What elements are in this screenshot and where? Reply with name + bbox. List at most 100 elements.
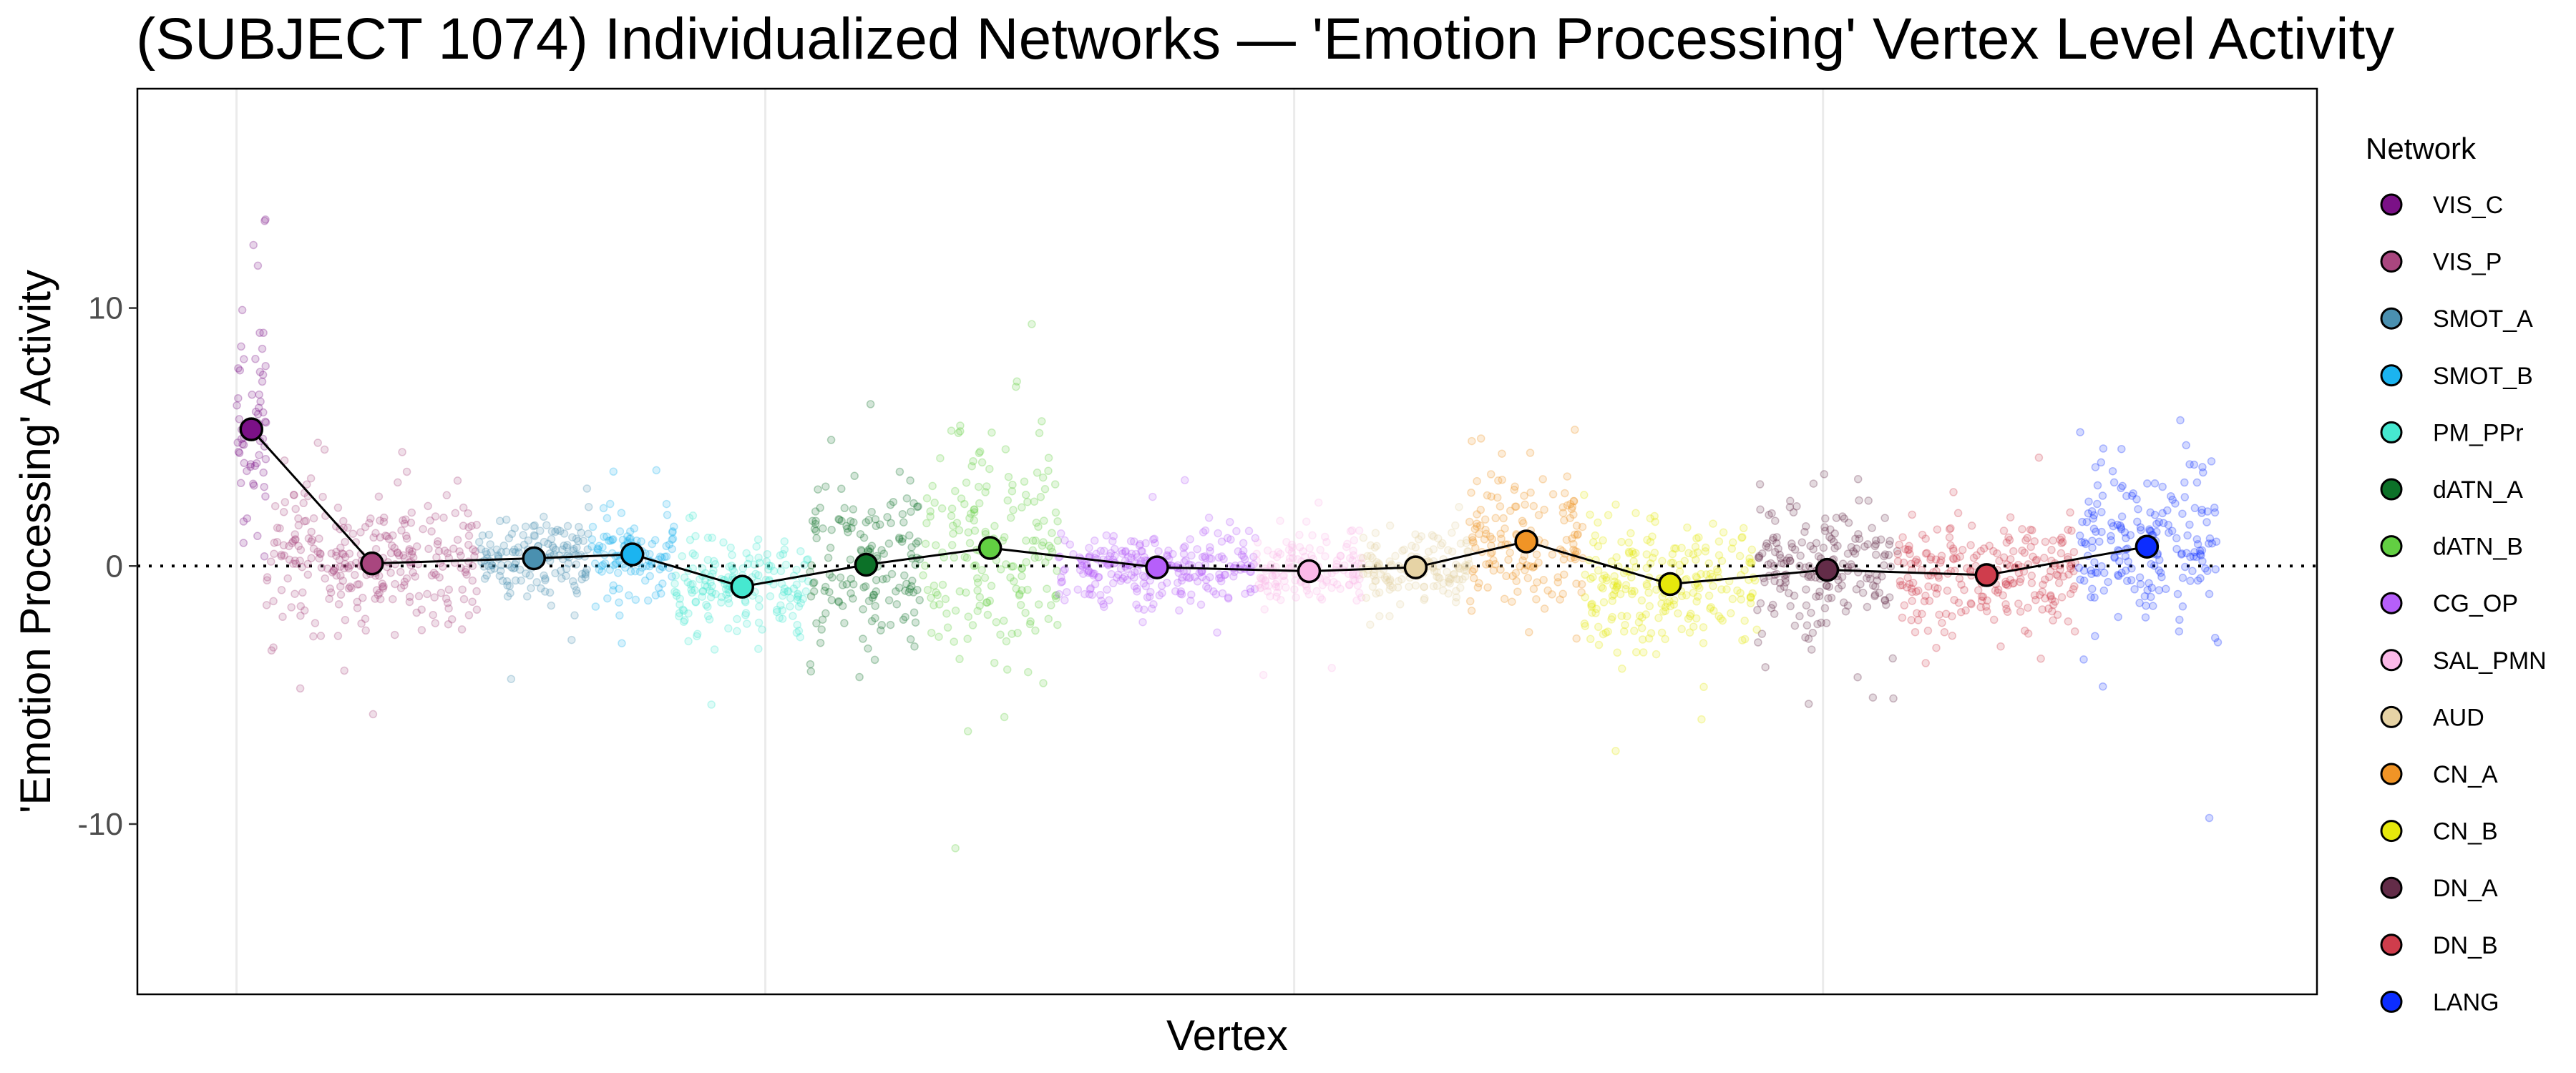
scatter-point	[1948, 612, 1956, 621]
gridlines	[235, 89, 1825, 994]
scatter-point	[504, 534, 514, 543]
scatter-point	[662, 542, 670, 551]
scatter-point	[973, 578, 982, 587]
legend-item-dATN_A: dATN_A	[2380, 476, 2523, 504]
mean-point-DN_A	[1815, 557, 1840, 582]
scatter-point	[1756, 505, 1765, 514]
scatter-point	[1896, 577, 1905, 586]
scatter-point	[859, 635, 867, 643]
scatter-point	[1607, 557, 1616, 566]
scatter-point	[1853, 475, 1863, 484]
scatter-point	[407, 550, 416, 559]
scatter-point	[1693, 548, 1702, 557]
scatter-point	[1382, 572, 1392, 581]
scatter-point	[1687, 609, 1695, 618]
scatter-point	[871, 602, 879, 610]
scatter-point	[1134, 604, 1143, 613]
scatter-point	[587, 542, 596, 551]
scatter-point	[341, 616, 350, 624]
scatter-point	[1796, 552, 1805, 560]
scatter-point	[1123, 575, 1132, 584]
scatter-point	[2186, 577, 2195, 585]
scatter-point	[1755, 480, 1765, 489]
scatter-point	[1103, 585, 1111, 594]
legend-item-DN_B: DN_B	[2380, 932, 2498, 959]
scatter-point	[1268, 572, 1277, 580]
scatter-point	[1322, 538, 1331, 547]
scatter-point	[618, 639, 626, 647]
scatter-point	[2067, 564, 2075, 573]
scatter-point	[847, 574, 856, 583]
scatter-point	[597, 562, 606, 571]
scatter-point	[982, 482, 991, 491]
scatter-point	[915, 596, 924, 604]
scatter-point	[1661, 635, 1669, 644]
scatter-point	[2079, 655, 2088, 664]
scatter-point	[696, 574, 704, 584]
scatter-point	[1034, 522, 1043, 531]
scatter-point	[2188, 567, 2197, 575]
scatter-point	[2210, 503, 2219, 512]
scatter-point	[1055, 589, 1063, 599]
scatter-point	[911, 618, 920, 627]
scatter-point	[1955, 574, 1964, 583]
scatter-point	[1077, 561, 1086, 570]
scatter-point	[906, 635, 915, 644]
scatter-point	[794, 589, 802, 598]
legend-key	[2380, 592, 2403, 614]
scatter-point	[1010, 577, 1018, 586]
scatter-point	[235, 366, 245, 375]
scatter-point	[1155, 591, 1164, 600]
scatter-point	[339, 549, 348, 559]
scatter-point	[562, 564, 571, 574]
scatter-point	[658, 579, 667, 588]
scatter-point	[1820, 604, 1830, 612]
scatter-point	[412, 542, 421, 551]
scatter-point	[2192, 535, 2202, 544]
scatter-point	[2192, 478, 2202, 487]
scatter-point	[804, 577, 813, 586]
scatter-point	[358, 594, 367, 602]
scatter-point	[1838, 581, 1846, 590]
scatter-point	[1789, 508, 1798, 517]
scatter-point	[610, 561, 618, 569]
scatter-point	[549, 543, 558, 552]
scatter-point	[2006, 554, 2015, 564]
scatter-point	[2197, 505, 2207, 514]
scatter-point	[569, 547, 577, 555]
scatter-point	[777, 579, 786, 589]
scatter-point	[1058, 577, 1067, 586]
legend-key	[2380, 535, 2403, 558]
scatter-point	[882, 574, 891, 583]
scatter-point	[996, 630, 1005, 639]
scatter-point	[1249, 552, 1258, 562]
scatter-point	[701, 576, 710, 585]
scatter-point	[1204, 514, 1214, 522]
legend-item-VIS_C: VIS_C	[2380, 192, 2503, 219]
scatter-point	[722, 590, 731, 599]
scatter-point	[299, 499, 308, 508]
scatter-point	[343, 562, 353, 571]
scatter-point	[1240, 555, 1249, 564]
scatter-point	[741, 597, 750, 607]
scatter-point	[294, 514, 303, 523]
scatter-point	[239, 441, 248, 449]
scatter-point	[1198, 572, 1206, 582]
scatter-point	[1863, 540, 1872, 549]
scatter-point	[1187, 590, 1196, 599]
scatter-point	[955, 587, 965, 596]
scatter-point	[279, 541, 288, 550]
panel-background	[137, 89, 2317, 994]
scatter-point	[296, 545, 306, 554]
scatter-point	[1637, 624, 1646, 632]
scatter-point	[846, 555, 855, 564]
scatter-point	[930, 499, 939, 507]
scatter-point	[1569, 545, 1578, 554]
scatter-point	[396, 567, 405, 577]
scatter-point	[687, 585, 696, 594]
scatter-point	[2178, 509, 2187, 518]
scatter-point	[1921, 534, 1930, 543]
scatter-point	[907, 582, 916, 591]
scatter-point	[789, 612, 797, 620]
scatter-point	[1244, 526, 1254, 536]
